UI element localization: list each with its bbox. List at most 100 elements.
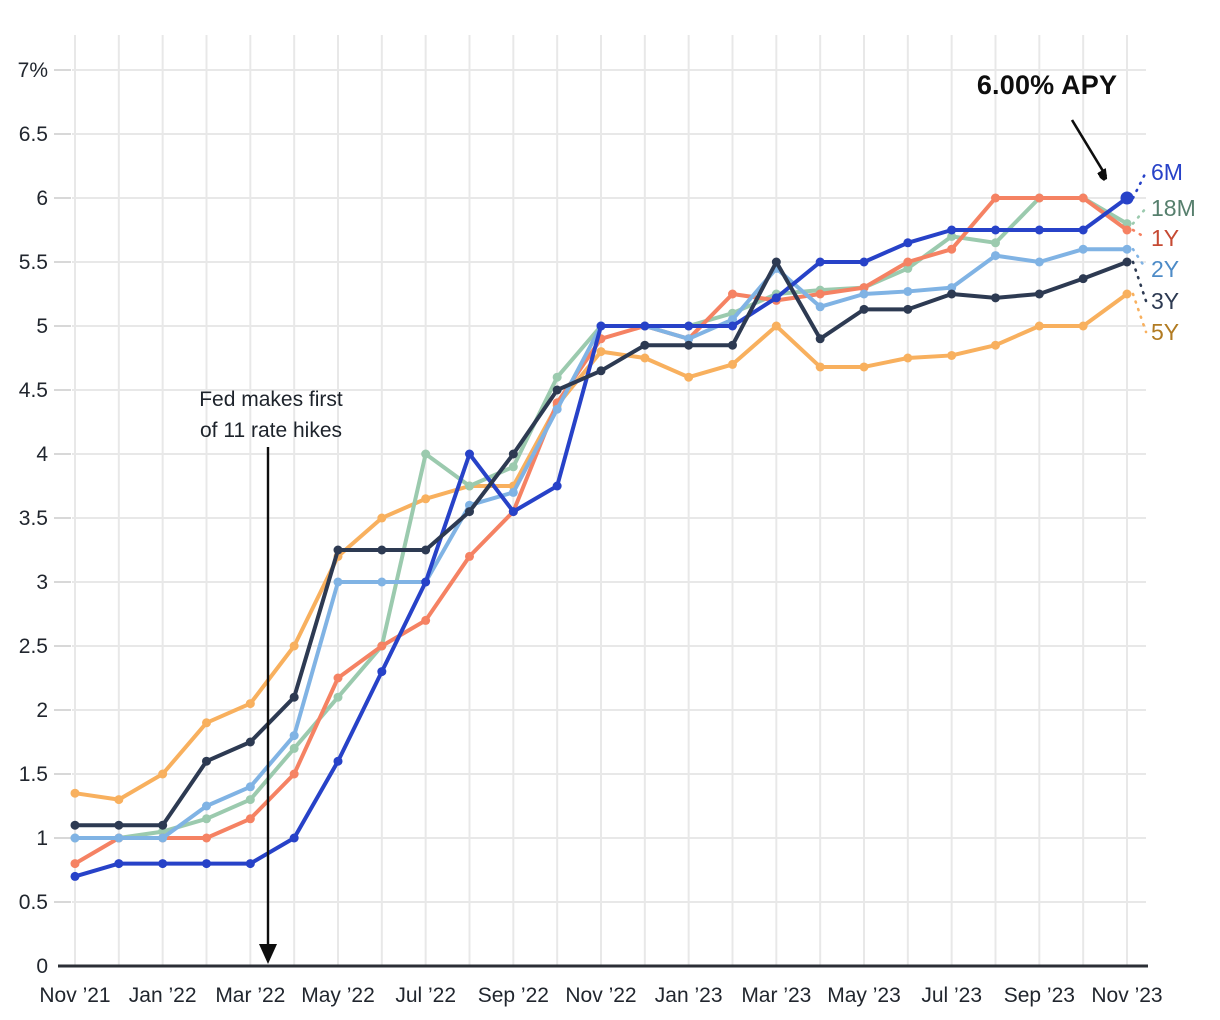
x-tick-label: Sep ’23 (1004, 984, 1075, 1007)
data-point-5Y (640, 353, 650, 363)
y-tick-label: 7% (18, 59, 48, 82)
data-point-18M (421, 449, 431, 459)
y-tick-label: 5 (36, 315, 48, 338)
x-tick-label: Nov ’21 (39, 984, 110, 1007)
data-point-2Y (903, 286, 913, 296)
data-point-3Y (202, 756, 211, 766)
x-tick-label: Nov ’23 (1091, 984, 1162, 1007)
x-tick-label: Mar ’23 (741, 984, 811, 1007)
data-point-6M (815, 257, 825, 267)
x-tick-label: Sep ’22 (478, 984, 549, 1007)
data-point-18M (903, 263, 913, 273)
data-point-1Y (947, 244, 957, 254)
legend: 6M 18M 1Y 2Y 3Y 5Y (1131, 159, 1196, 345)
legend-label-6M: 6M (1151, 159, 1183, 185)
y-tick-label: 6 (36, 187, 48, 210)
data-point-1Y (421, 615, 431, 625)
data-point-6M (552, 481, 562, 491)
data-point-3Y (70, 820, 80, 830)
data-point-1Y (289, 769, 299, 779)
data-point-5Y (1034, 321, 1044, 331)
x-tick-label: Mar ’22 (215, 984, 285, 1007)
data-point-3Y (333, 545, 343, 555)
data-point-5Y (684, 372, 694, 382)
data-point-18M (158, 827, 168, 837)
legend-label-3Y: 3Y (1151, 288, 1179, 314)
x-tick-label: May ’22 (301, 984, 375, 1007)
data-point-2Y (1122, 244, 1132, 254)
data-point-6M (289, 833, 299, 843)
y-tick-label: 0.5 (19, 891, 48, 914)
y-tick-label: 3.5 (19, 507, 48, 530)
data-point-6M (640, 321, 650, 331)
data-point-1Y (333, 673, 343, 683)
data-point-5Y (903, 353, 913, 363)
data-point-6M (421, 577, 431, 587)
x-tick-label: Jan ’23 (655, 984, 723, 1007)
data-point-6M (202, 859, 211, 869)
data-point-6M (1078, 225, 1088, 235)
data-point-3Y (377, 545, 387, 555)
data-point-3Y (815, 334, 825, 344)
x-tick-label: Nov ’22 (565, 984, 636, 1007)
data-point-6M (991, 225, 1000, 235)
legend-label-18M: 18M (1151, 195, 1196, 221)
data-point-18M (289, 743, 299, 753)
data-point-5Y (377, 513, 387, 523)
y-tick-label: 2.5 (19, 635, 48, 658)
data-point-5Y (859, 362, 869, 372)
data-point-18M (202, 814, 211, 824)
series-3Y (70, 257, 1132, 830)
data-point-6M (1034, 225, 1044, 235)
data-point-2Y (1078, 244, 1088, 254)
y-tick-label: 2 (36, 699, 48, 722)
data-point-1Y (245, 814, 255, 824)
data-point-3Y (114, 820, 124, 830)
legend-label-1Y: 1Y (1151, 225, 1179, 251)
data-point-5Y (1122, 289, 1132, 299)
data-point-6M (508, 507, 518, 517)
series-6M (70, 191, 1134, 881)
x-tick-label: Jul ’23 (921, 984, 982, 1007)
data-point-3Y (1122, 257, 1132, 267)
data-point-6M (771, 293, 781, 303)
data-point-6M (465, 449, 474, 459)
data-point-2Y (728, 315, 737, 325)
data-point-18M (552, 372, 562, 382)
data-point-3Y (728, 340, 737, 350)
y-tick-label: 4 (36, 443, 48, 466)
gridlines (54, 35, 1146, 966)
data-point-18M (245, 795, 255, 805)
data-point-2Y (1034, 257, 1044, 267)
x-tick-label: May ’23 (827, 984, 901, 1007)
data-point-3Y (289, 692, 299, 702)
data-point-2Y (947, 283, 957, 293)
data-point-5Y (202, 718, 211, 728)
data-point-1Y (377, 641, 387, 651)
data-point-2Y (289, 731, 299, 741)
data-point-1Y (859, 283, 869, 293)
data-point-3Y (596, 366, 606, 376)
data-point-2Y (245, 782, 255, 792)
data-point-2Y (815, 302, 825, 312)
data-point-3Y (903, 304, 913, 314)
data-point-6M (1120, 191, 1134, 205)
data-point-5Y (728, 359, 737, 369)
data-point-6M (70, 871, 80, 881)
data-point-2Y (508, 487, 518, 497)
legend-label-2Y: 2Y (1151, 256, 1179, 282)
data-point-2Y (991, 251, 1000, 261)
data-point-2Y (202, 801, 211, 811)
legend-leader-18M (1131, 206, 1148, 225)
legend-leader-1Y (1131, 228, 1148, 240)
data-point-1Y (465, 551, 474, 561)
data-point-1Y (202, 833, 211, 843)
data-point-5Y (70, 788, 80, 798)
data-point-3Y (465, 507, 474, 517)
data-point-3Y (991, 293, 1000, 303)
y-tick-label: 0 (36, 955, 48, 978)
data-point-1Y (1078, 193, 1088, 203)
y-tick-label: 5.5 (19, 251, 48, 274)
data-point-18M (465, 481, 474, 491)
